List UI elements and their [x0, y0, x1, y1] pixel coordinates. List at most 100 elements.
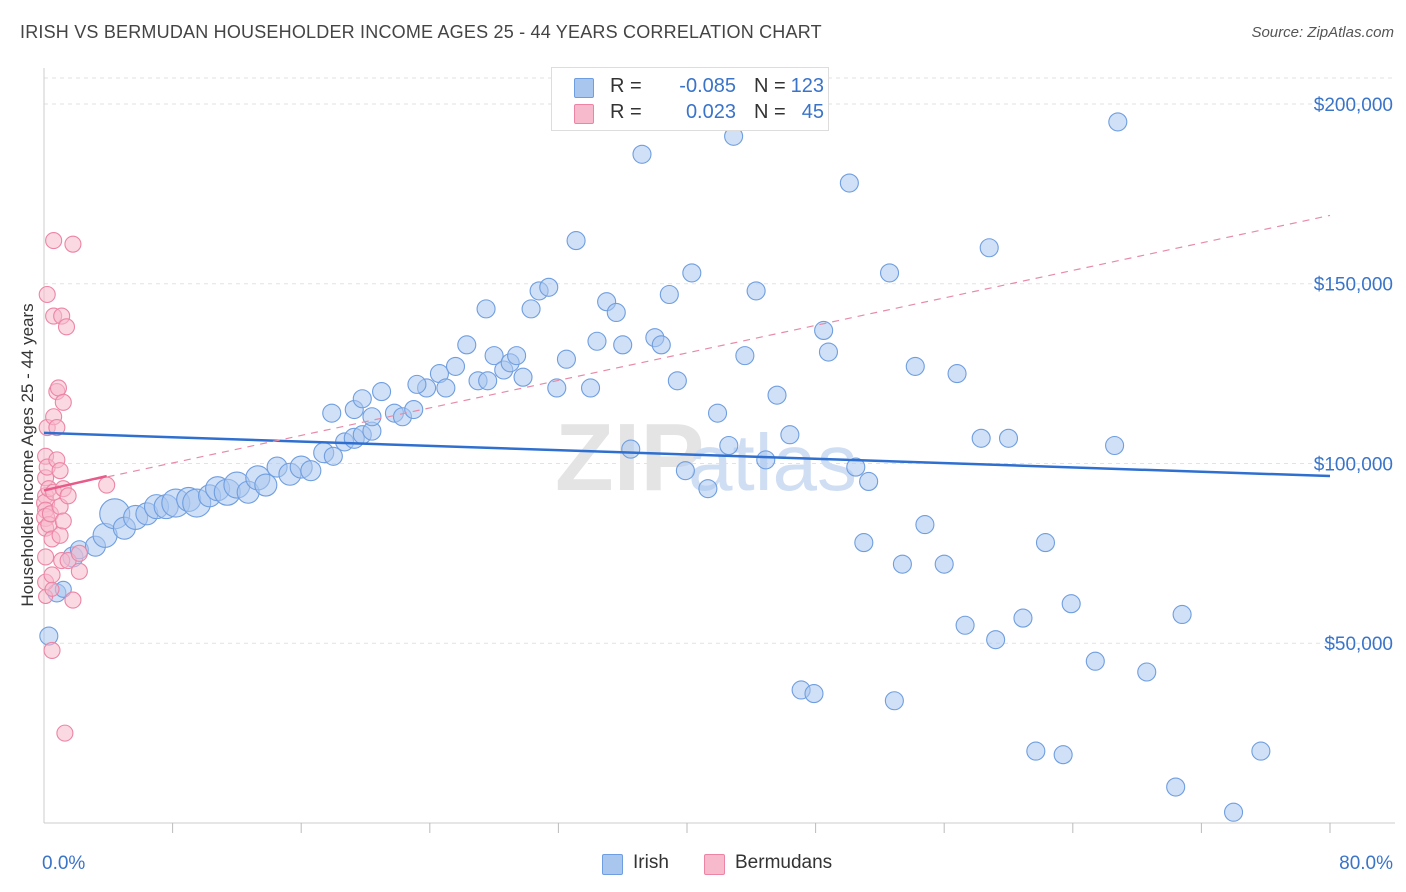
irish-point-113	[1172, 604, 1192, 625]
irish-point-22	[254, 473, 278, 497]
irish-point-45	[445, 356, 466, 376]
irish-point-66	[621, 439, 641, 459]
bermudans-point-27	[49, 379, 68, 397]
irish-point-112	[1166, 777, 1186, 797]
irish-point-42	[407, 374, 427, 394]
irish-point-55	[476, 299, 496, 319]
irish-point-88	[846, 457, 866, 477]
bermudans-point-42	[70, 562, 88, 580]
irish-point-70	[659, 284, 679, 305]
irish-point-49	[484, 346, 504, 366]
irish-point-48	[478, 371, 498, 391]
irish-point-108	[1085, 651, 1105, 671]
bermudans-point-7	[37, 548, 55, 566]
irish-point-72	[675, 461, 695, 481]
bermudans-point-21	[45, 232, 63, 250]
y-axis-label: Householder Income Ages 25 - 44 years	[18, 303, 37, 606]
bermudans-point-30	[51, 526, 69, 544]
irish-point-109	[1105, 435, 1125, 456]
irish-point-59	[556, 349, 576, 369]
axes	[43, 68, 1395, 833]
irish-point-104	[1026, 741, 1046, 761]
irish-point-82	[780, 425, 800, 445]
irish-point-87	[839, 173, 859, 193]
irish-point-97	[947, 364, 967, 384]
y-tick-label-1: $100,000	[1314, 454, 1393, 475]
irish-point-28	[323, 446, 343, 466]
irish-point-115	[1251, 741, 1271, 761]
irish-point-67	[632, 144, 652, 164]
irish-point-76	[719, 435, 739, 456]
irish-point-54	[521, 299, 541, 319]
irish-point-98	[955, 615, 975, 635]
irish-point-84	[804, 684, 824, 704]
bermudans-point-35	[54, 512, 72, 530]
irish-point-57	[539, 277, 559, 297]
legend-n-value: 45	[801, 101, 824, 123]
irish-point-101	[986, 630, 1006, 650]
bermudans-point-33	[54, 393, 72, 411]
legend-r-label: R =	[610, 101, 642, 123]
bermudans-point-40	[64, 235, 82, 253]
series-bermudans-points	[36, 232, 116, 742]
bottom-legend-swatch-irish	[602, 854, 623, 875]
y-tick-label-0: $50,000	[1324, 634, 1393, 655]
bottom-legend-label-irish: Irish	[633, 852, 669, 873]
irish-point-103	[1013, 608, 1033, 628]
legend-r-value: 0.023	[685, 101, 736, 123]
trend-lines	[43, 214, 1331, 492]
irish-point-78	[735, 346, 755, 366]
tick-labels: $50,000 $100,000 $150,000 $200,000 0.0% 80.0%	[42, 95, 1393, 874]
bermudans-point-10	[38, 285, 56, 304]
irish-point-52	[507, 346, 527, 366]
irish-point-73	[682, 263, 702, 283]
irish-point-95	[915, 515, 935, 535]
irish-point-107	[1061, 594, 1081, 614]
legend-r-label: R =	[610, 75, 642, 97]
irish-point-111	[1137, 662, 1157, 682]
bermudans-point-41	[64, 591, 82, 609]
irish-point-75	[707, 403, 728, 423]
bermudans-point-28	[51, 462, 69, 480]
irish-point-89	[859, 471, 879, 492]
irish-point-100	[979, 238, 999, 258]
irish-point-92	[884, 691, 904, 711]
irish-point-96	[934, 554, 954, 574]
irish-point-69	[651, 335, 671, 355]
irish-point-106	[1053, 745, 1073, 765]
bermudans-trend-extension	[43, 214, 1331, 492]
irish-point-99	[971, 428, 991, 448]
irish-point-65	[613, 335, 633, 355]
irish-point-71	[667, 371, 687, 391]
bermudans-point-17	[43, 566, 61, 584]
irish-point-102	[998, 428, 1019, 448]
irish-point-91	[879, 263, 900, 283]
irish-trend-line	[43, 431, 1331, 478]
irish-point-86	[818, 342, 839, 362]
irish-point-90	[854, 533, 874, 553]
x-tick-label-1: 80.0%	[1339, 853, 1393, 874]
bermudans-point-25	[48, 418, 66, 437]
bermudans-point-18	[44, 581, 60, 597]
bermudans-point-19	[43, 641, 61, 659]
bermudans-point-43	[70, 544, 88, 562]
irish-point-80	[756, 450, 776, 470]
bermudans-point-44	[98, 476, 116, 494]
y-tick-label-3: $200,000	[1314, 95, 1393, 116]
bermudans-trend-line	[43, 474, 107, 492]
legend-r-value: -0.085	[679, 75, 736, 97]
irish-point-58	[547, 378, 567, 398]
irish-point-40	[404, 399, 424, 420]
irish-point-114	[1224, 802, 1244, 822]
irish-point-64	[606, 302, 626, 323]
irish-point-35	[352, 389, 372, 409]
legend-swatch-irish	[574, 78, 594, 98]
irish-point-94	[905, 356, 925, 376]
chart-title: IRISH VS BERMUDAN HOUSEHOLDER INCOME AGE…	[20, 22, 822, 42]
series-irish-points	[39, 112, 1271, 822]
irish-point-62	[587, 331, 607, 351]
y-tick-label-2: $150,000	[1314, 275, 1393, 296]
irish-point-85	[814, 320, 834, 341]
grid-lines	[44, 77, 1395, 644]
